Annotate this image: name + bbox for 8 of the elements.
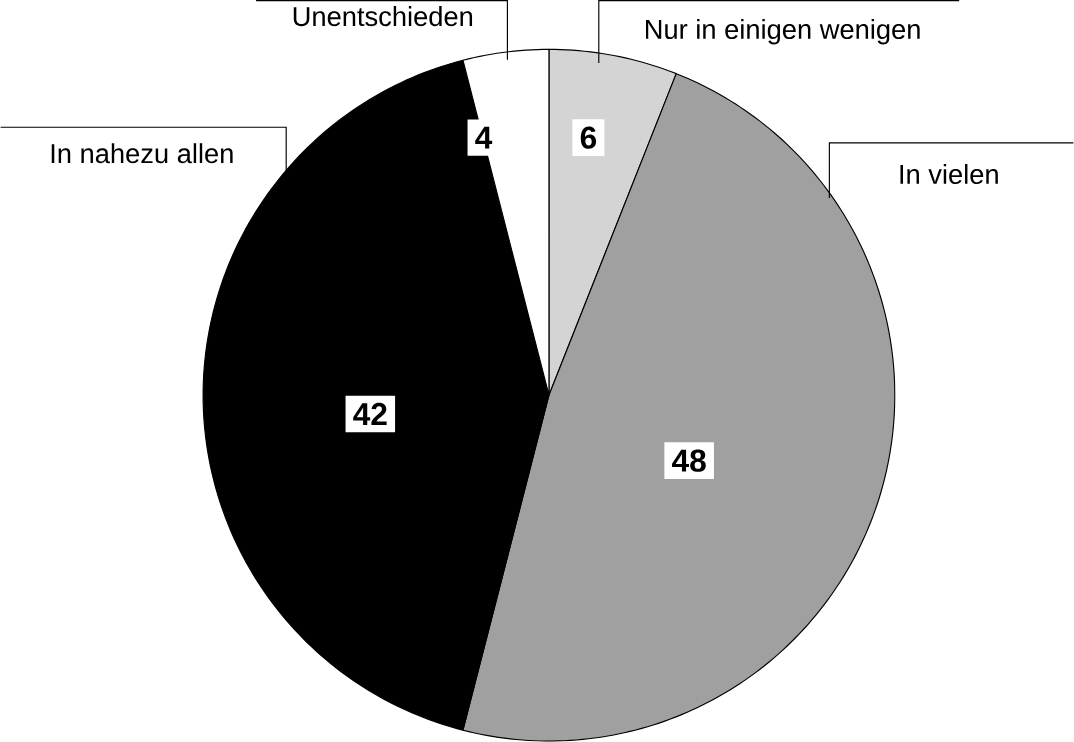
slice-label: In vielen bbox=[900, 164, 998, 185]
slice-label: Nur in einigen wenigen bbox=[645, 19, 920, 45]
data-label: 48 bbox=[672, 449, 706, 473]
data-label: 4 bbox=[475, 126, 493, 149]
slice-label: In nahezu allen bbox=[51, 143, 233, 164]
data-label: 42 bbox=[353, 403, 387, 426]
data-label: 6 bbox=[580, 126, 597, 150]
slice-label: Unentschieden bbox=[293, 6, 473, 27]
